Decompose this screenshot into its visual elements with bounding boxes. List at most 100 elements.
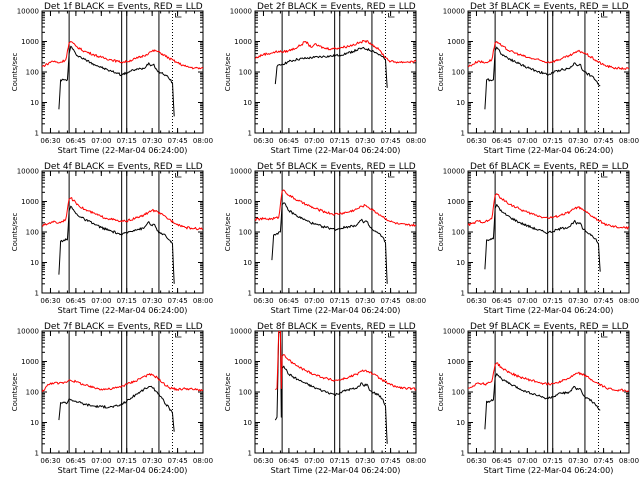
y-axis-label: Counts/sec — [11, 213, 19, 252]
y-tick-label: 1 — [35, 290, 39, 298]
events-series-line — [484, 46, 601, 110]
y-tick-label: 100 — [26, 229, 39, 237]
y-tick-label: 10 — [243, 259, 252, 267]
x-tick-label: 07:00 — [517, 457, 537, 465]
x-tick-label: 08:00 — [619, 137, 639, 145]
y-tick-label: 10000 — [443, 328, 465, 336]
x-tick-label: 07:45 — [167, 137, 187, 145]
x-tick-label: 06:45 — [66, 457, 86, 465]
events-series-line — [484, 204, 601, 272]
x-tick-label: 07:45 — [593, 137, 613, 145]
y-tick-label: 10 — [30, 259, 39, 267]
lld-series-line — [255, 40, 416, 64]
attenuator-bracket — [175, 333, 182, 338]
series-group — [255, 40, 416, 88]
x-tick-label: 07:15 — [330, 457, 350, 465]
y-tick-label: 10 — [456, 259, 465, 267]
chart-title: Det 3f BLACK = Events, RED = LLD — [470, 2, 629, 12]
plot-frame — [41, 10, 204, 134]
y-tick-label: 10000 — [17, 8, 39, 16]
chart-title: Det 6f BLACK = Events, RED = LLD — [470, 162, 629, 172]
x-tick-label: 06:30 — [253, 457, 273, 465]
x-tick-label: 06:30 — [466, 457, 486, 465]
x-tick-label: 07:15 — [117, 457, 137, 465]
x-tick-label: 08:00 — [406, 457, 426, 465]
lld-series-line — [255, 189, 416, 227]
y-tick-label: 1 — [248, 290, 252, 298]
events-series-line — [274, 331, 388, 444]
chart-title: Det 9f BLACK = Events, RED = LLD — [470, 322, 629, 332]
x-tick-label: 07:45 — [380, 297, 400, 305]
plot-frame — [467, 330, 630, 454]
chart-panel: Det 9f BLACK = Events, RED = LLD 1 10 100 10… — [437, 322, 639, 475]
y-tick-label: 1000 — [234, 198, 252, 206]
y-tick-label: 100 — [239, 229, 252, 237]
x-tick-label: 06:30 — [40, 457, 60, 465]
y-tick-label: 100 — [239, 69, 252, 77]
x-tick-label: 07:30 — [568, 137, 588, 145]
x-tick-label: 07:15 — [543, 297, 563, 305]
chart-title: Det 1f BLACK = Events, RED = LLD — [44, 2, 203, 12]
events-series-line — [271, 202, 388, 284]
attenuator-bracket — [601, 13, 608, 18]
y-tick-label: 10000 — [17, 168, 39, 176]
x-tick-label: 07:00 — [517, 137, 537, 145]
x-axis-label: Start Time (22-Mar-04 06:24:00) — [271, 146, 401, 155]
x-tick-label: 07:00 — [91, 457, 111, 465]
chart-panel: Det 5f BLACK = Events, RED = LLD 1 10 100 10… — [224, 162, 426, 315]
chart-panel: Det 3f BLACK = Events, RED = LLD 1 10 100 10… — [437, 2, 639, 155]
x-tick-label: 06:30 — [466, 137, 486, 145]
y-tick-label: 1 — [248, 130, 252, 138]
x-tick-label: 08:00 — [619, 297, 639, 305]
x-tick-label: 08:00 — [406, 297, 426, 305]
y-tick-label: 10 — [456, 99, 465, 107]
plot-frame — [254, 10, 417, 134]
chart-panel: Det 1f BLACK = Events, RED = LLD 1 10 100 10… — [11, 2, 213, 155]
x-tick-label: 07:30 — [142, 137, 162, 145]
x-tick-label: 06:45 — [492, 137, 512, 145]
y-tick-label: 1000 — [234, 38, 252, 46]
x-axis-label: Start Time (22-Mar-04 06:24:00) — [484, 306, 614, 315]
events-series-line — [58, 205, 175, 284]
y-tick-label: 10000 — [230, 328, 252, 336]
x-tick-label: 06:30 — [40, 297, 60, 305]
chart-title: Det 2f BLACK = Events, RED = LLD — [257, 2, 416, 12]
x-tick-label: 08:00 — [193, 137, 213, 145]
y-tick-label: 1 — [461, 290, 465, 298]
lld-series-line — [468, 362, 629, 393]
series-group — [468, 41, 629, 110]
x-tick-label: 07:45 — [167, 457, 187, 465]
series-group — [42, 373, 203, 432]
x-tick-label: 07:00 — [304, 137, 324, 145]
series-group — [42, 197, 203, 284]
x-tick-label: 07:00 — [304, 457, 324, 465]
lld-series-line — [42, 41, 203, 70]
attenuator-bracket — [388, 333, 395, 338]
x-tick-label: 07:45 — [593, 457, 613, 465]
y-tick-label: 10 — [243, 419, 252, 427]
series-group — [468, 193, 629, 272]
x-tick-label: 07:00 — [304, 297, 324, 305]
y-tick-label: 1 — [35, 130, 39, 138]
y-tick-label: 1000 — [234, 358, 252, 366]
x-tick-label: 08:00 — [406, 137, 426, 145]
y-tick-label: 1000 — [21, 38, 39, 46]
series-group — [42, 41, 203, 117]
y-tick-label: 10 — [30, 419, 39, 427]
y-tick-label: 10000 — [17, 328, 39, 336]
lld-series-line — [42, 373, 203, 393]
attenuator-bracket — [388, 173, 395, 178]
x-tick-label: 06:30 — [253, 137, 273, 145]
plot-frame — [467, 10, 630, 134]
x-tick-label: 08:00 — [619, 457, 639, 465]
y-axis-label: Counts/sec — [437, 373, 445, 412]
x-axis-label: Start Time (22-Mar-04 06:24:00) — [271, 306, 401, 315]
x-tick-label: 07:00 — [91, 297, 111, 305]
series-group — [468, 362, 629, 430]
plot-frame — [41, 330, 204, 454]
chart-panel: Det 7f BLACK = Events, RED = LLD 1 10 100 10… — [11, 322, 213, 475]
x-axis-label: Start Time (22-Mar-04 06:24:00) — [58, 146, 188, 155]
y-tick-label: 10 — [243, 99, 252, 107]
x-tick-label: 06:30 — [40, 137, 60, 145]
